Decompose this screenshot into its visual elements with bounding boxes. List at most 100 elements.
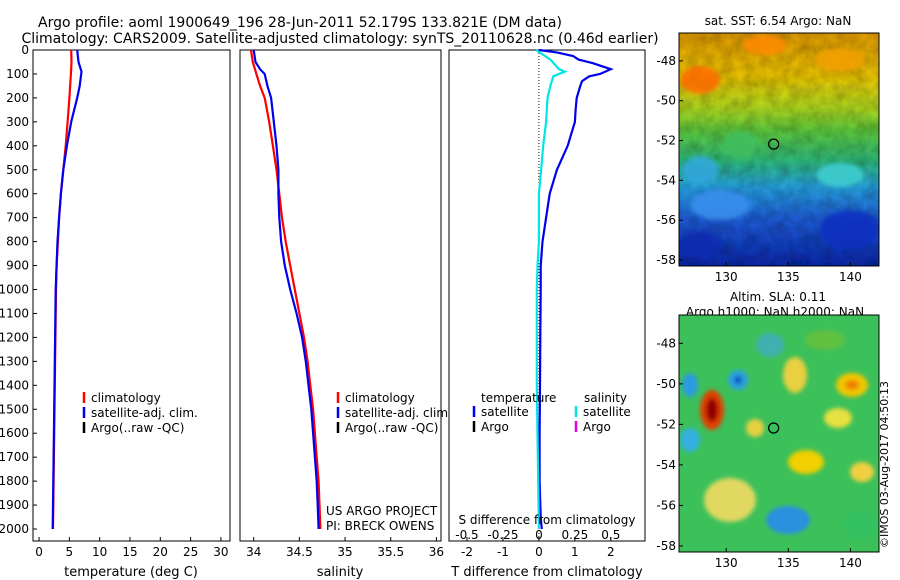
legend-label: Argo (481, 420, 509, 434)
depth-tick-label: 700 (6, 211, 29, 225)
lat-tick-label: -56 (656, 498, 676, 512)
satellite-adj-clim-line (51, 49, 83, 530)
temperature-tick-label: 0 (35, 545, 43, 559)
difference-panel: temperature salinitysatelliteArgosatellit… (448, 48, 646, 580)
climatology-line (249, 49, 322, 530)
tdiff-tick-label: -2 (461, 545, 473, 559)
sst-map-panel: sat. SST: 6.54 Argo: NaN 130 135 140 -48 -50… (656, 14, 880, 284)
sdiff-tick-label: 0.5 (601, 528, 620, 542)
legend-label: satellite (481, 405, 529, 419)
credit-project: US ARGO PROJECT (326, 504, 438, 518)
depth-tick-label: 800 (6, 235, 29, 249)
salinity-xlabel: salinity (317, 565, 364, 580)
depth-tick-label: 900 (6, 259, 29, 273)
depth-tick-label: 1000 (0, 283, 29, 297)
sla-map-axes: 130 135 140 -48 -50 -52 -54 -56 -58 (656, 336, 861, 570)
temperature-tick-label: 30 (213, 545, 228, 559)
difference-legend: temperature salinitysatelliteArgosatellit… (472, 391, 631, 434)
argo-location-marker-sst (768, 138, 780, 150)
lat-tick-label: -56 (656, 213, 676, 227)
legend-label: Argo(..raw -QC) (345, 421, 438, 435)
sst-field (679, 33, 879, 266)
salinity-tick-label: 36 (429, 545, 444, 559)
salinity-lines (249, 49, 322, 530)
temperature-axis: 0 5 10 15 20 25 30 (35, 537, 229, 559)
salinity-diff-axis: -0.5 -0.25 0 0.25 0.5 (455, 528, 620, 542)
difference-lines (535, 48, 614, 530)
temperature-tick-label: 20 (153, 545, 168, 559)
lon-tick-label: 135 (777, 270, 800, 284)
tdiff-tick-label: 2 (607, 545, 615, 559)
depth-tick-label: 300 (6, 115, 29, 129)
lat-tick-label: -54 (656, 173, 676, 187)
header-title: Argo profile: aoml 1900649_196 28-Jun-20… (38, 15, 562, 31)
credit-pi: PI: BRECK OWENS (326, 519, 434, 533)
argo-location-marker-sla (768, 422, 780, 434)
lon-tick-label: 135 (777, 556, 800, 570)
salinity-tick-label: 35 (337, 545, 352, 559)
sdiff-tick-label: 0.25 (562, 528, 589, 542)
depth-tick-label: 1600 (0, 426, 29, 440)
tdiff-xlabel: T difference from climatology (450, 565, 643, 580)
timestamp-stamp: ©IMOS 03-Aug-2017 04:50:13 (878, 381, 891, 548)
depth-tick-label: 1900 (0, 498, 29, 512)
depth-tick-label: 1300 (0, 354, 29, 368)
temperature-lines (51, 49, 83, 530)
legend-label: satellite-adj. clim. (91, 406, 198, 420)
lat-tick-label: -58 (656, 253, 676, 267)
legend-label: satellite-adj. clim. (345, 406, 452, 420)
legend-label: climatology (345, 391, 415, 405)
depth-tick-label: 500 (6, 163, 29, 177)
lat-tick-label: -48 (656, 54, 676, 68)
depth-tick-label: 1800 (0, 474, 29, 488)
depth-tick-label: 1200 (0, 330, 29, 344)
legend-title-temperature: temperature (481, 391, 556, 405)
salinity-tick-label: 35.5 (377, 545, 404, 559)
sdiff-tick-label: -0.5 (455, 528, 478, 542)
lat-tick-label: -52 (656, 134, 676, 148)
depth-tick-label: 0 (21, 43, 29, 57)
tdiff-tick-label: 0 (535, 545, 543, 559)
sla-map-title: Altim. SLA: 0.11 (730, 290, 826, 304)
depth-axis: 0 100 200 300 400 500 600 700 800 900 1000 1100 1200… (0, 43, 37, 536)
lat-tick-label: -50 (656, 377, 676, 391)
depth-tick-label: 1100 (0, 306, 29, 320)
sdiff-tick-label: -0.25 (487, 528, 518, 542)
depth-tick-label: 1700 (0, 450, 29, 464)
temperature-diff-axis: -2 -1 0 1 2 (461, 537, 615, 559)
lon-tick-label: 130 (715, 556, 738, 570)
salinity-tick-label: 34 (246, 545, 261, 559)
lat-tick-label: -50 (656, 94, 676, 108)
lat-tick-label: -58 (656, 539, 676, 553)
tdiff-tick-label: 1 (571, 545, 579, 559)
temperature-xlabel: temperature (deg C) (64, 565, 198, 580)
depth-tick-label: 100 (6, 67, 29, 81)
lon-tick-label: 140 (839, 556, 862, 570)
salinity-plot-frame (239, 49, 442, 542)
sdiff-tick-label: 0 (535, 528, 543, 542)
temperature-panel: 0100200300400500600700800900100011001200… (0, 43, 231, 580)
lat-tick-label: -48 (656, 336, 676, 350)
salinity-panel: 34 34.5 35 35.5 36 climatologysatellite-adj.… (239, 49, 452, 580)
depth-tick-label: 600 (6, 187, 29, 201)
temperature-tick-label: 5 (66, 545, 74, 559)
legend-title-salinity: salinity (584, 391, 627, 405)
sst-map-frame (678, 32, 880, 267)
temperature-tick-label: 15 (122, 545, 137, 559)
depth-tick-label: 2000 (0, 522, 29, 536)
salinity-tick-label: 34.5 (286, 545, 313, 559)
depth-tick-label: 400 (6, 139, 29, 153)
satellite-adj-clim-line (252, 49, 320, 530)
legend-label: Argo (583, 420, 611, 434)
depth-tick-label: 1400 (0, 378, 29, 392)
lat-tick-label: -54 (656, 458, 676, 472)
tdiff-satellite-line (538, 48, 614, 530)
sdiff-satellite-line (535, 49, 568, 530)
sst-map-axes: 130 135 140 -48 -50 -52 -54 -56 -58 (656, 54, 861, 284)
salinity-axis: 34 34.5 35 35.5 36 (246, 537, 444, 559)
temperature-tick-label: 25 (183, 545, 198, 559)
temperature-tick-label: 10 (92, 545, 107, 559)
